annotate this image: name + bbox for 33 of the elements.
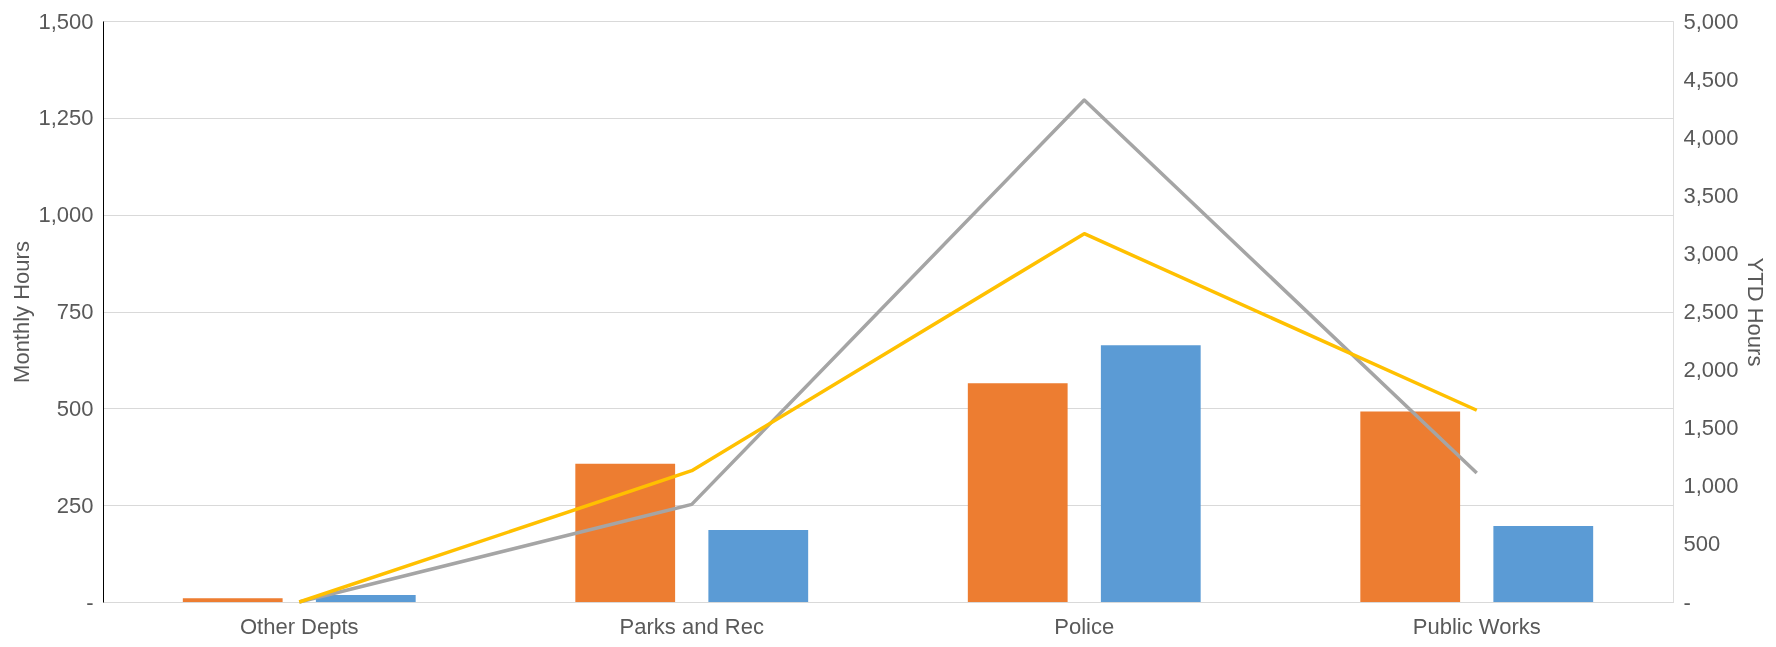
x-tick-label: Police <box>1054 613 1115 639</box>
line-series <box>297 231 1479 604</box>
y-tick-label: 1,500 <box>38 8 94 34</box>
y-tick-label: 500 <box>56 395 94 421</box>
y2-tick-label: 3,000 <box>1683 240 1739 266</box>
y2-tick-label: 4,500 <box>1683 66 1739 92</box>
y2-tick-label: 3,500 <box>1683 182 1739 208</box>
bar <box>1493 526 1594 602</box>
x-tick-label: Other Depts <box>239 613 359 639</box>
y2-tick-label: 500 <box>1683 531 1721 557</box>
y-tick-label: - <box>86 589 94 615</box>
y2-tick-label: 2,000 <box>1683 357 1739 383</box>
y2-tick-label: 1,500 <box>1683 415 1739 441</box>
y2-tick-label: 4,000 <box>1683 124 1739 150</box>
bar <box>315 595 416 602</box>
bar <box>708 529 809 602</box>
bar <box>1100 345 1201 602</box>
y-tick-label: 750 <box>56 299 94 324</box>
y-tick-label: 1,000 <box>38 202 94 228</box>
y2-tick-label: - <box>1683 589 1691 615</box>
bar <box>182 598 283 602</box>
y2-tick-label: 2,500 <box>1683 299 1739 324</box>
bar <box>967 383 1068 602</box>
y2-axis-title: YTD Hours <box>1742 257 1768 367</box>
y2-tick-label: 1,000 <box>1683 473 1739 499</box>
y-tick-label: 250 <box>56 492 94 518</box>
x-tick-label: Parks and Rec <box>619 613 764 639</box>
x-tick-label: Public Works <box>1412 613 1541 639</box>
y-tick-label: 1,250 <box>38 105 94 131</box>
y-axis-title: Monthly Hours <box>9 241 35 383</box>
bar <box>1360 411 1461 602</box>
y2-tick-label: 5,000 <box>1683 8 1739 34</box>
bar <box>575 463 676 602</box>
